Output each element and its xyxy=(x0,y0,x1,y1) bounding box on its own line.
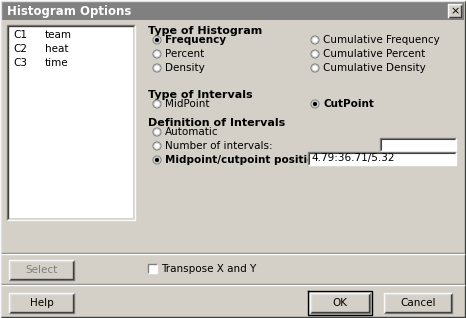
Circle shape xyxy=(153,50,161,58)
Text: MidPoint: MidPoint xyxy=(165,99,210,109)
Bar xyxy=(384,293,452,313)
Text: C2: C2 xyxy=(13,44,27,54)
Text: Automatic: Automatic xyxy=(165,127,219,137)
Text: Density: Density xyxy=(165,63,205,73)
Text: Midpoint/cutpoint positions:: Midpoint/cutpoint positions: xyxy=(165,155,332,165)
Text: Type of Histogram: Type of Histogram xyxy=(148,26,262,36)
Circle shape xyxy=(153,36,161,44)
Circle shape xyxy=(155,38,159,42)
Circle shape xyxy=(153,64,161,72)
Text: Number of intervals:: Number of intervals: xyxy=(165,141,273,151)
Text: C3: C3 xyxy=(13,58,27,68)
Circle shape xyxy=(153,142,161,150)
Bar xyxy=(448,4,462,18)
Circle shape xyxy=(153,156,161,164)
Circle shape xyxy=(153,128,161,136)
Text: Cumulative Percent: Cumulative Percent xyxy=(323,49,425,59)
Text: Cancel: Cancel xyxy=(400,298,436,308)
Text: 4.79:36.71/5.32: 4.79:36.71/5.32 xyxy=(311,154,395,163)
Circle shape xyxy=(311,100,319,108)
Bar xyxy=(2,2,464,20)
Bar xyxy=(148,264,157,273)
Text: time: time xyxy=(45,58,69,68)
Text: Transpose X and Y: Transpose X and Y xyxy=(161,264,256,273)
Text: C1: C1 xyxy=(13,30,27,40)
Bar xyxy=(380,138,456,151)
Text: OK: OK xyxy=(333,298,348,308)
Text: Cumulative Frequency: Cumulative Frequency xyxy=(323,35,440,45)
Bar xyxy=(310,293,370,313)
Text: Percent: Percent xyxy=(165,49,204,59)
Circle shape xyxy=(153,100,161,108)
Text: Type of Intervals: Type of Intervals xyxy=(148,90,253,100)
Text: CutPoint: CutPoint xyxy=(323,99,374,109)
Text: Select: Select xyxy=(25,265,58,275)
Text: ×: × xyxy=(450,6,459,16)
Circle shape xyxy=(311,50,319,58)
Text: Histogram Options: Histogram Options xyxy=(7,4,131,17)
Text: Cumulative Density: Cumulative Density xyxy=(323,63,426,73)
Bar xyxy=(9,27,133,218)
Circle shape xyxy=(311,64,319,72)
Text: Frequency: Frequency xyxy=(165,35,226,45)
Bar xyxy=(9,293,74,313)
Bar xyxy=(308,152,456,165)
Bar xyxy=(9,260,74,280)
Text: Help: Help xyxy=(30,298,54,308)
Text: Definition of Intervals: Definition of Intervals xyxy=(148,118,285,128)
Circle shape xyxy=(311,36,319,44)
Text: heat: heat xyxy=(45,44,69,54)
Text: team: team xyxy=(45,30,72,40)
Circle shape xyxy=(155,158,159,162)
Circle shape xyxy=(313,102,317,106)
